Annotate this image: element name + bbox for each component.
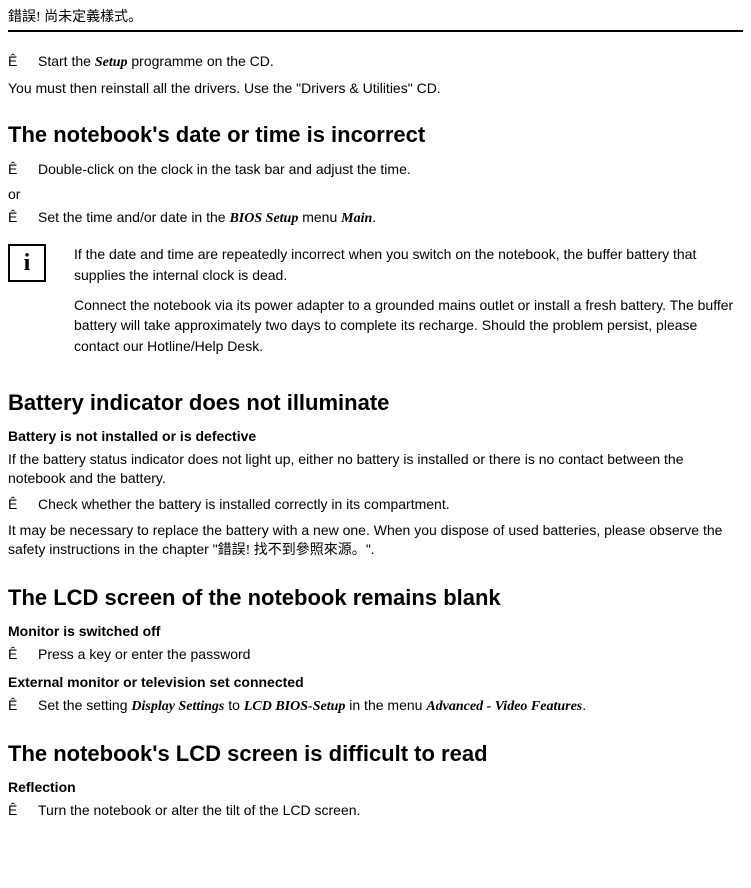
intro-bullet-1: Ê Start the Setup programme on the CD. <box>8 52 743 73</box>
bullet-text: Start the Setup programme on the CD. <box>38 52 743 73</box>
emph: Setup <box>95 55 128 70</box>
info-p2: Connect the notebook via its power adapt… <box>74 295 743 356</box>
section-title-battery: Battery indicator does not illuminate <box>8 390 743 416</box>
emph: Main <box>341 211 372 226</box>
text: ". <box>366 541 375 557</box>
header-text: 錯誤! 尚未定義樣式。 <box>8 10 142 25</box>
lcd-blank-sub2: External monitor or television set conne… <box>8 674 743 690</box>
text: Set the time and/or date in the <box>38 209 229 225</box>
text: to <box>224 697 243 713</box>
bullet-text: Press a key or enter the password <box>38 645 743 665</box>
bullet-mark: Ê <box>8 52 38 73</box>
bullet-mark: Ê <box>8 696 38 717</box>
emph: BIOS Setup <box>229 211 298 226</box>
text: programme on the CD. <box>128 53 274 69</box>
bullet-text: Set the time and/or date in the BIOS Set… <box>38 208 743 229</box>
battery-p1: If the battery status indicator does not… <box>8 450 743 489</box>
section-title-lcd-blank: The LCD screen of the notebook remains b… <box>8 585 743 611</box>
section-title-datetime: The notebook's date or time is incorrect <box>8 122 743 148</box>
page-header: 錯誤! 尚未定義樣式。 <box>0 0 751 30</box>
bullet-mark: Ê <box>8 645 38 665</box>
bullet-text: Set the setting Display Settings to LCD … <box>38 696 743 717</box>
bullet-text: Turn the notebook or alter the tilt of t… <box>38 801 743 821</box>
bullet-mark: Ê <box>8 208 38 229</box>
cjk-text: 錯誤! 找不到參照來源。 <box>218 543 366 558</box>
bullet-mark: Ê <box>8 801 38 821</box>
header-rule <box>8 30 743 32</box>
text: in the menu <box>345 697 426 713</box>
lcd-blank-sub1: Monitor is switched off <box>8 623 743 639</box>
lcd-read-bullet-1: Ê Turn the notebook or alter the tilt of… <box>8 801 743 821</box>
info-icon: i <box>8 244 46 282</box>
bullet-text: Check whether the battery is installed c… <box>38 495 743 515</box>
bullet-mark: Ê <box>8 495 38 515</box>
lcd-blank-bullet-2: Ê Set the setting Display Settings to LC… <box>8 696 743 717</box>
datetime-bullet-1: Ê Double-click on the clock in the task … <box>8 160 743 180</box>
text: menu <box>298 209 341 225</box>
emph: Display Settings <box>131 699 224 714</box>
text: Set the setting <box>38 697 131 713</box>
battery-bullet-1: Ê Check whether the battery is installed… <box>8 495 743 515</box>
bullet-text: Double-click on the clock in the task ba… <box>38 160 743 180</box>
intro-para: You must then reinstall all the drivers.… <box>8 79 743 99</box>
text: Start the <box>38 53 95 69</box>
battery-sub: Battery is not installed or is defective <box>8 428 743 444</box>
emph: Advanced - Video Features <box>426 699 582 714</box>
text: . <box>582 697 586 713</box>
emph: LCD BIOS-Setup <box>244 699 346 714</box>
or-text: or <box>8 186 743 202</box>
text: . <box>372 209 376 225</box>
info-p1: If the date and time are repeatedly inco… <box>74 244 743 285</box>
info-text: If the date and time are repeatedly inco… <box>74 244 743 365</box>
lcd-blank-bullet-1: Ê Press a key or enter the password <box>8 645 743 665</box>
section-title-lcd-read: The notebook's LCD screen is difficult t… <box>8 741 743 767</box>
lcd-read-sub: Reflection <box>8 779 743 795</box>
datetime-bullet-2: Ê Set the time and/or date in the BIOS S… <box>8 208 743 229</box>
battery-p2: It may be necessary to replace the batte… <box>8 521 743 561</box>
page-content: Ê Start the Setup programme on the CD. Y… <box>0 52 751 847</box>
info-box: i If the date and time are repeatedly in… <box>8 244 743 365</box>
bullet-mark: Ê <box>8 160 38 180</box>
